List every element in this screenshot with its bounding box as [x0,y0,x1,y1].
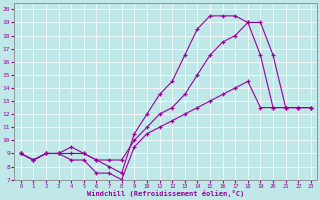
X-axis label: Windchill (Refroidissement éolien,°C): Windchill (Refroidissement éolien,°C) [87,190,244,197]
